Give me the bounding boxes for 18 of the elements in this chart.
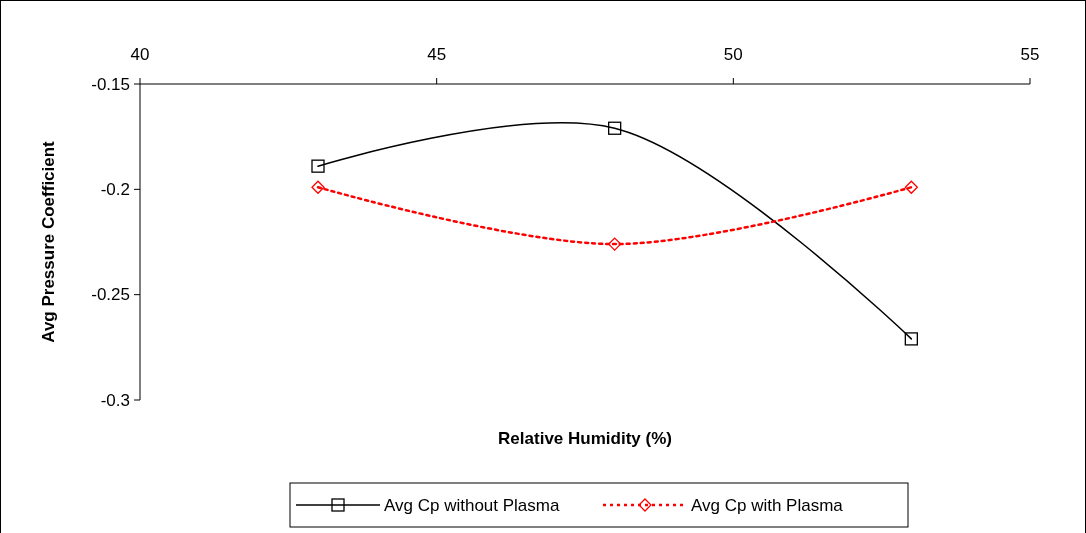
point [311, 159, 325, 173]
y-tick-label: -0.15 [91, 74, 130, 94]
point [904, 180, 918, 194]
point [311, 180, 325, 194]
point [608, 121, 622, 135]
y-tick-label: -0.3 [100, 390, 130, 410]
x-tick-label: 45 [427, 44, 447, 64]
x-tick-label: 50 [723, 44, 743, 64]
point [904, 332, 918, 346]
point [608, 237, 622, 251]
x-axis-title: Relative Humidity (%) [498, 428, 672, 448]
y-axis-title: Avg Pressure Coefficient [38, 140, 58, 343]
legend-label: Avg Cp without Plasma [384, 495, 560, 515]
y-tick-label: -0.2 [100, 179, 130, 199]
x-tick-label: 40 [130, 44, 150, 64]
y-tick-label: -0.25 [91, 285, 130, 305]
x-tick-label: 55 [1020, 44, 1040, 64]
legend-label: Avg Cp with Plasma [691, 495, 844, 515]
